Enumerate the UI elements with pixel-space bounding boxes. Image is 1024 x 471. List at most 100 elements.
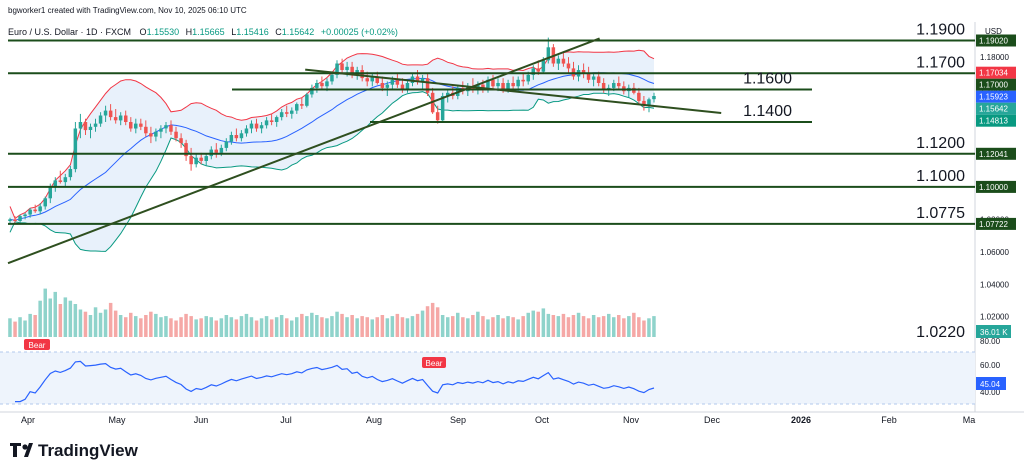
volume-bar — [244, 313, 249, 337]
volume-bar — [73, 304, 78, 337]
price-tag: 1.15642 — [976, 102, 1016, 115]
candle-body — [501, 83, 505, 90]
candle-body — [124, 115, 128, 122]
symbol-name: Euro / U.S. Dollar · 1D · FXCM — [8, 27, 131, 37]
volume-bar — [461, 317, 465, 337]
volume-bar — [274, 317, 279, 337]
candle-body — [199, 157, 203, 161]
volume-bar — [471, 315, 475, 337]
volume-bar — [149, 311, 153, 337]
bb-fill — [10, 50, 654, 252]
candle — [73, 122, 78, 173]
candle-body — [244, 128, 249, 134]
candle-body — [546, 47, 551, 61]
price-tag-label: 1.15923 — [979, 93, 1008, 102]
volume-bar — [254, 320, 259, 337]
candle — [103, 105, 108, 122]
candle — [23, 212, 27, 220]
candle-body — [652, 96, 656, 100]
candle-body — [310, 87, 314, 95]
volume-bars — [8, 288, 656, 337]
candle — [254, 118, 259, 132]
volume-bar — [410, 316, 415, 337]
candle-body — [290, 110, 294, 114]
price-tag-label: 1.07722 — [979, 220, 1008, 229]
candle-body — [486, 79, 490, 88]
candle — [53, 177, 57, 192]
candle — [290, 107, 294, 119]
volume-bar — [300, 313, 304, 337]
label-1-0220: 1.0220 — [916, 324, 965, 341]
candle-body — [144, 126, 148, 134]
candle-body — [169, 125, 173, 132]
candle-body — [617, 83, 621, 87]
volume-bar — [350, 315, 354, 337]
volume-bar — [360, 316, 364, 337]
candle — [285, 105, 289, 118]
volume-bar — [516, 319, 520, 337]
time-label-jul: Jul — [280, 415, 292, 425]
candle-body — [556, 58, 561, 64]
candle-body — [395, 79, 400, 85]
tradingview-logo[interactable]: TradingView — [10, 441, 139, 460]
rsi-band — [0, 352, 975, 404]
rsi-axis-60: 60.00 — [980, 361, 1001, 370]
candle-body — [134, 123, 138, 129]
volume-bar — [320, 317, 324, 337]
price-tag: 1.10000 — [976, 180, 1016, 193]
candle — [546, 37, 551, 64]
candle-body — [541, 60, 546, 72]
volume-bar — [189, 316, 193, 337]
candle-body — [420, 78, 425, 82]
candle-body — [93, 123, 98, 127]
credit-text: bgworker1 created with TradingView.com, … — [8, 6, 247, 15]
volume-bar — [365, 317, 369, 337]
candle — [13, 216, 17, 225]
volume-bar — [249, 317, 254, 337]
candle — [88, 123, 93, 139]
price-tag: 1.19020 — [976, 34, 1016, 47]
candle-body — [108, 110, 113, 118]
price-tag: 1.15923 — [976, 90, 1016, 103]
volume-bar — [68, 300, 73, 337]
volume-bar — [420, 310, 425, 337]
volume-bar — [13, 321, 17, 337]
bb-lower — [9, 91, 655, 252]
candle — [249, 120, 254, 134]
volume-bar — [83, 311, 88, 337]
volume-bar — [440, 315, 445, 337]
candle-body — [8, 219, 12, 221]
volume-bar — [586, 318, 591, 337]
volume-bar — [536, 311, 540, 337]
volume-bar — [576, 312, 581, 337]
candle-body — [249, 123, 254, 129]
volume-bar — [330, 316, 334, 337]
candle-body — [586, 73, 591, 80]
candle-body — [305, 94, 309, 106]
candle-body — [58, 180, 63, 182]
candle-body — [174, 131, 178, 139]
volume-bar — [355, 318, 359, 337]
horizontal-levels[interactable]: 1.1900 1.1700 1.1600 1.1400 1.1200 1.1000 1.07… — [8, 22, 975, 225]
change-value: +0.00025 (+0.02%) — [321, 27, 398, 37]
price-tag-label: 1.19020 — [979, 37, 1008, 46]
volume-bar — [652, 316, 656, 337]
trendlines[interactable] — [7, 37, 722, 265]
candle-body — [53, 180, 57, 187]
candle — [269, 113, 274, 126]
volume-bar — [224, 315, 229, 337]
time-label-oct: Oct — [535, 415, 550, 425]
rsi-axis-80: 80.00 — [980, 337, 1001, 346]
high-value: 1.15665 — [192, 27, 225, 37]
high-label: H — [186, 27, 193, 37]
candle — [63, 173, 68, 187]
low-value: 1.15416 — [236, 27, 269, 37]
volume-bar — [612, 317, 616, 337]
candle-body — [612, 83, 616, 88]
time-axis[interactable]: Apr May Jun Jul Aug Sep Oct Nov Dec 2026 Feb Ma — [21, 415, 975, 425]
candle — [139, 118, 143, 131]
volume-bar — [556, 316, 561, 337]
volume-bar — [78, 309, 83, 337]
level-label-1-1900: 1.1900 — [916, 22, 965, 39]
